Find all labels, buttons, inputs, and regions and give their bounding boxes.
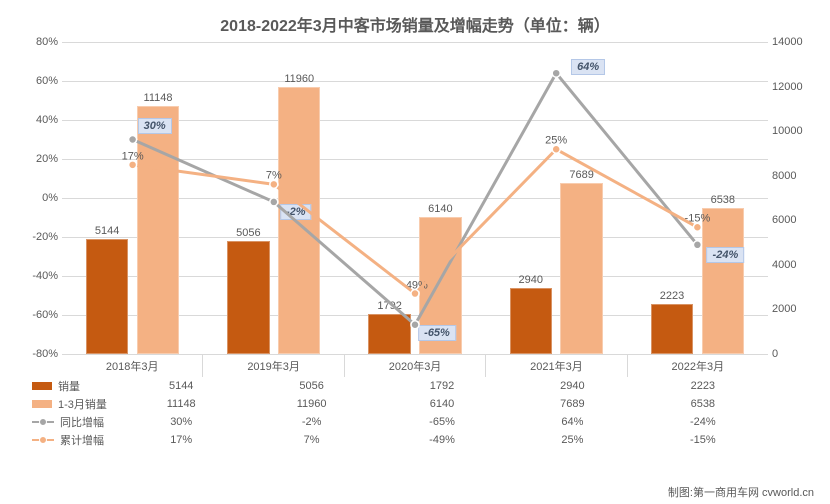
y-right-tick-label: 10000 bbox=[772, 125, 810, 137]
legend-value: 11960 bbox=[246, 398, 376, 410]
series-marker bbox=[411, 321, 419, 329]
legend-value: 25% bbox=[507, 434, 637, 446]
legend-value: 2223 bbox=[638, 380, 768, 392]
y-right-tick-label: 8000 bbox=[772, 170, 810, 182]
legend-label: 1-3月销量 bbox=[58, 396, 107, 412]
x-axis-label: 2022年3月 bbox=[627, 355, 768, 377]
y-left-tick-label: 40% bbox=[20, 114, 58, 126]
legend-value: -65% bbox=[377, 416, 507, 428]
y-left-tick-label: 0% bbox=[20, 192, 58, 204]
legend-swatch: 销量 bbox=[16, 378, 116, 394]
y-right-tick-label: 12000 bbox=[772, 81, 810, 93]
legend-swatch: 同比增幅 bbox=[16, 414, 116, 430]
x-axis-label: 2019年3月 bbox=[202, 355, 343, 377]
legend-value: 7% bbox=[246, 434, 376, 446]
swatch-bar-icon bbox=[32, 382, 52, 390]
legend-label: 累计增幅 bbox=[60, 432, 104, 448]
legend-value: 6140 bbox=[377, 398, 507, 410]
legend-value: 30% bbox=[116, 416, 246, 428]
series-line bbox=[133, 73, 698, 325]
legend-label: 销量 bbox=[58, 378, 80, 394]
legend-row: 同比增幅 30%-2%-65%64%-24% bbox=[16, 413, 768, 431]
y-left-tick-label: 60% bbox=[20, 75, 58, 87]
chart-container: 2018-2022年3月中客市场销量及增幅走势（单位：辆） -80%-60%-4… bbox=[0, 0, 830, 504]
legend-value: 6538 bbox=[638, 398, 768, 410]
legend-value: 2940 bbox=[507, 380, 637, 392]
y-left-tick-label: 20% bbox=[20, 153, 58, 165]
series-marker bbox=[129, 136, 137, 144]
series-marker bbox=[270, 180, 278, 188]
legend-swatch: 1-3月销量 bbox=[16, 396, 116, 412]
line-layer bbox=[62, 42, 768, 354]
legend-value: 5144 bbox=[116, 380, 246, 392]
y-right-tick-label: 4000 bbox=[772, 259, 810, 271]
y-left-tick-label: -20% bbox=[20, 231, 58, 243]
legend-value: 17% bbox=[116, 434, 246, 446]
swatch-line-icon bbox=[32, 417, 54, 427]
chart-footer: 制图:第一商用车网 cvworld.cn bbox=[668, 484, 814, 500]
legend-swatch: 累计增幅 bbox=[16, 432, 116, 448]
y-left-tick-label: -40% bbox=[20, 270, 58, 282]
legend-value: 1792 bbox=[377, 380, 507, 392]
legend-label: 同比增幅 bbox=[60, 414, 104, 430]
gridline bbox=[62, 354, 768, 355]
x-axis-label: 2020年3月 bbox=[344, 355, 485, 377]
series-marker bbox=[129, 161, 137, 169]
legend-value: 11148 bbox=[116, 398, 246, 410]
chart-title: 2018-2022年3月中客市场销量及增幅走势（单位：辆） bbox=[16, 12, 814, 36]
y-left-tick-label: 80% bbox=[20, 36, 58, 48]
legend-row: 销量 51445056179229402223 bbox=[16, 377, 768, 395]
series-marker bbox=[411, 290, 419, 298]
x-axis: 2018年3月2019年3月2020年3月2021年3月2022年3月 bbox=[62, 354, 768, 377]
legend-value: 7689 bbox=[507, 398, 637, 410]
legend-row: 累计增幅 17%7%-49%25%-15% bbox=[16, 431, 768, 449]
legend-table: 销量 51445056179229402223 1-3月销量 111481196061… bbox=[16, 377, 768, 449]
y-left-tick-label: -60% bbox=[20, 309, 58, 321]
y-right-tick-label: 0 bbox=[772, 348, 810, 360]
series-marker bbox=[270, 198, 278, 206]
series-line bbox=[133, 149, 698, 293]
y-left-tick-label: -80% bbox=[20, 348, 58, 360]
legend-row: 1-3月销量 1114811960614076896538 bbox=[16, 395, 768, 413]
series-marker bbox=[693, 241, 701, 249]
legend-value: 64% bbox=[507, 416, 637, 428]
series-marker bbox=[693, 223, 701, 231]
y-right-tick-label: 2000 bbox=[772, 303, 810, 315]
y-right-tick-label: 14000 bbox=[772, 36, 810, 48]
legend-value: -15% bbox=[638, 434, 768, 446]
plot-region: -80%-60%-40%-20%0%20%40%60%80%0200040006… bbox=[62, 42, 768, 354]
series-marker bbox=[552, 69, 560, 77]
legend-value: -24% bbox=[638, 416, 768, 428]
series-marker bbox=[552, 145, 560, 153]
x-axis-label: 2021年3月 bbox=[485, 355, 626, 377]
legend-value: -49% bbox=[377, 434, 507, 446]
legend-value: -2% bbox=[246, 416, 376, 428]
y-right-tick-label: 6000 bbox=[772, 214, 810, 226]
swatch-bar-icon bbox=[32, 400, 52, 408]
x-axis-label: 2018年3月 bbox=[62, 355, 202, 377]
swatch-line-icon bbox=[32, 435, 54, 445]
legend-value: 5056 bbox=[246, 380, 376, 392]
